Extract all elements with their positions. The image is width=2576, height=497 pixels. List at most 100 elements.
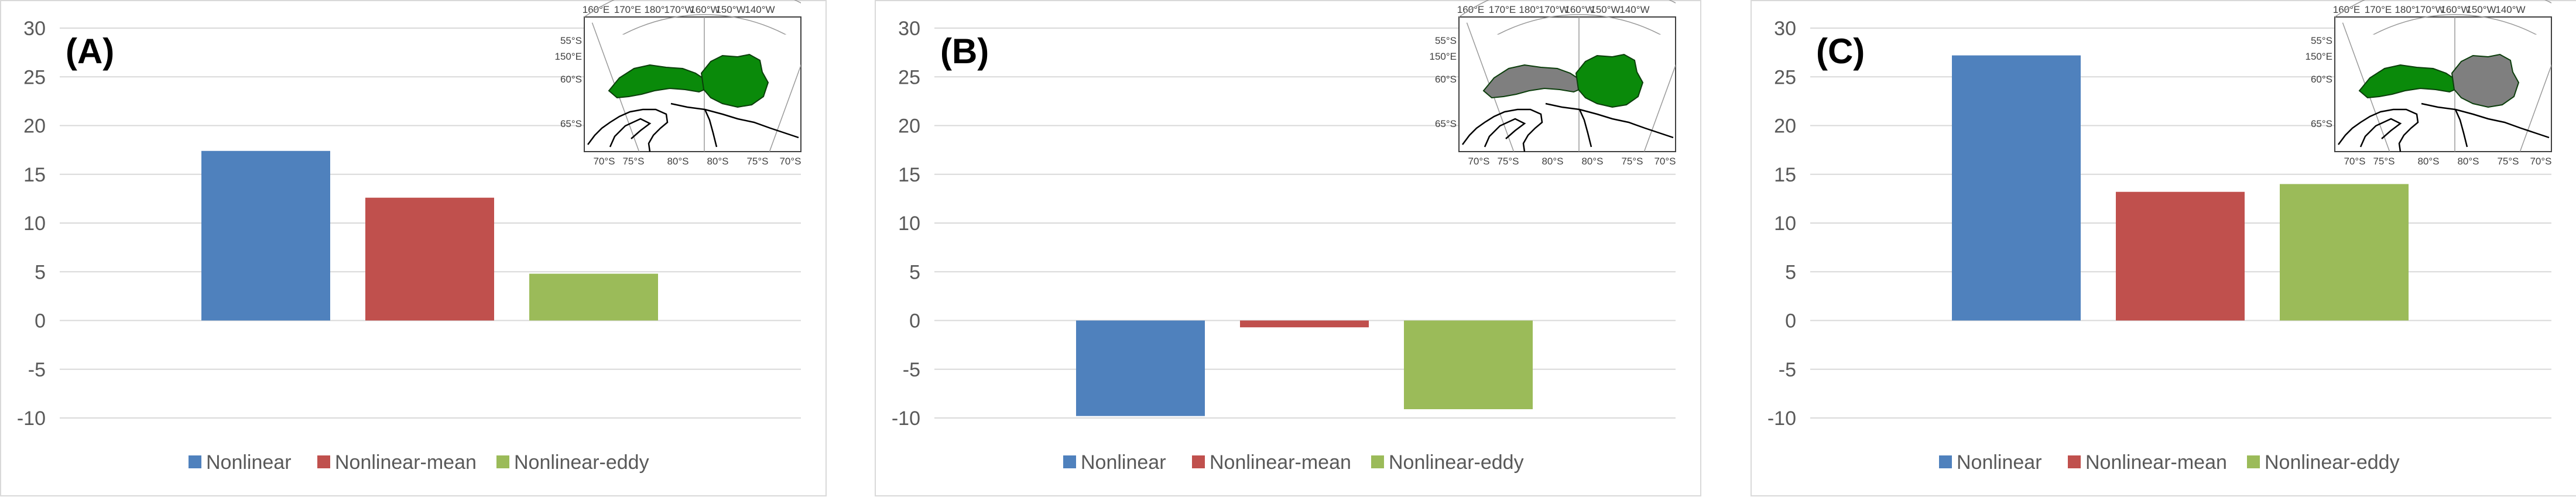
y-tick-label: 25	[898, 66, 920, 88]
map-ice-shelf	[670, 102, 799, 139]
y-tick-label: -10	[17, 407, 46, 430]
map-bottom-label: 75°S	[2373, 156, 2395, 167]
map-latitude-arc	[622, 14, 787, 35]
map-lon-label: 140°W	[2495, 4, 2525, 15]
map-latitude-arc	[1496, 14, 1662, 35]
inset-map: 160°E 170°E 180°170°W160°W150°W140°W55°S15…	[554, 0, 801, 167]
y-tick-label: -5	[903, 359, 920, 381]
y-tick-label: -5	[1779, 359, 1796, 381]
map-bottom-label: 80°S	[2457, 156, 2479, 167]
map-lon-label: 180°	[1519, 4, 1539, 15]
y-tick-label: 15	[23, 164, 46, 186]
map-coastline	[1484, 118, 1526, 148]
map-meridian	[769, 64, 801, 152]
map-region-east	[2451, 53, 2520, 108]
map-lon-label: 170°W	[2414, 4, 2444, 15]
map-bottom-label: 80°S	[2417, 156, 2439, 167]
map-lat-label: 150°E	[1429, 51, 1457, 62]
legend-swatch	[1192, 455, 1205, 468]
map-bottom-label: 70°S	[2530, 156, 2551, 167]
chart-panel-3: -10 -5 0 5 10 15 20 25 30 (C) Nonlinear Nonlinear-m…	[1751, 0, 2576, 496]
map-lon-label: 160°W	[690, 4, 720, 15]
map-region-east	[700, 53, 769, 108]
map-lat-label: 60°S	[2311, 74, 2332, 85]
legend-label: Nonlinear-eddy	[2265, 451, 2400, 474]
map-lon-label: 170°E	[2365, 4, 2392, 15]
map-lat-label: 55°S	[2311, 35, 2332, 46]
y-tick-label: 10	[1774, 212, 1796, 235]
y-tick-label: 5	[1785, 261, 1796, 283]
y-tick-label: -10	[1767, 407, 1796, 430]
legend-swatch	[189, 455, 201, 468]
map-meridian	[1643, 64, 1676, 152]
bar-nonlinear-mean	[2116, 191, 2245, 321]
map-lon-label: 150°W	[715, 4, 745, 15]
y-tick-label: 20	[23, 115, 46, 138]
map-coastline	[587, 108, 669, 152]
bar-nonlinear	[201, 150, 330, 321]
bar-nonlinear	[1076, 320, 1205, 416]
y-tick-label: 25	[1774, 66, 1796, 88]
legend-swatch	[317, 455, 330, 468]
legend-swatch	[1063, 455, 1076, 468]
panel-label: (C)	[1816, 32, 1865, 71]
y-tick-label: 0	[909, 310, 920, 333]
bar-nonlinear-mean	[1240, 320, 1369, 328]
map-bottom-label: 75°S	[1621, 156, 1643, 167]
legend-swatch	[1371, 455, 1384, 468]
map-lat-label: 55°S	[1435, 35, 1457, 46]
legend-label: Nonlinear-eddy	[514, 451, 649, 474]
map-bottom-label: 75°S	[2497, 156, 2519, 167]
map-coastline	[1462, 108, 1543, 152]
y-tick-label: 25	[23, 66, 46, 88]
panel-label: (B)	[940, 32, 989, 71]
map-region-east	[1575, 53, 1644, 108]
legend-swatch	[1939, 455, 1952, 468]
map-lat-label: 65°S	[560, 118, 582, 129]
map-bottom-label: 75°S	[746, 156, 768, 167]
map-meridian	[2342, 22, 2390, 152]
y-tick-label: 30	[898, 18, 920, 40]
y-tick-label: 15	[1774, 164, 1796, 186]
map-bottom-label: 80°S	[1542, 156, 1563, 167]
map-latitude-arc	[2372, 14, 2537, 35]
map-bottom-label: 80°S	[1581, 156, 1603, 167]
chart-panel-1: -10 -5 0 5 10 15 20 25 30 (A) Nonlinear Nonlinear-m…	[0, 0, 827, 496]
legend-swatch	[2247, 455, 2260, 468]
map-lat-label: 65°S	[2311, 118, 2332, 129]
legend-swatch	[2068, 455, 2081, 468]
legend-label: Nonlinear-mean	[2085, 451, 2227, 474]
map-bottom-label: 70°S	[2344, 156, 2365, 167]
panel-label: (A)	[66, 32, 114, 71]
map-coastline	[2359, 118, 2402, 148]
y-tick-label: 0	[35, 310, 46, 333]
map-lat-label: 60°S	[1435, 74, 1457, 85]
map-lon-label: 160°W	[2440, 4, 2470, 15]
bar-nonlinear-mean	[365, 197, 494, 321]
map-lon-label: 160°W	[1564, 4, 1594, 15]
map-lon-label: 150°W	[1590, 4, 1620, 15]
inset-map: 160°E 170°E 180°170°W160°W150°W140°W55°S15…	[1429, 0, 1676, 167]
y-tick-label: 10	[23, 212, 46, 235]
legend-label: Nonlinear	[1081, 451, 1166, 474]
y-tick-label: 30	[1774, 18, 1796, 40]
y-tick-label: 20	[898, 115, 920, 138]
map-lat-label: 65°S	[1435, 118, 1457, 129]
legend-label: Nonlinear	[206, 451, 292, 474]
legend-label: Nonlinear-mean	[335, 451, 477, 474]
map-ice-shelf	[2421, 102, 2550, 139]
map-lon-label: 180°	[2395, 4, 2415, 15]
map-bottom-label: 70°S	[1468, 156, 1489, 167]
map-coastline	[2338, 108, 2419, 152]
map-lon-label: 140°W	[745, 4, 775, 15]
y-tick-label: 5	[35, 261, 46, 283]
y-tick-label: 15	[898, 164, 920, 186]
y-tick-label: -5	[28, 359, 46, 381]
map-lon-label: 170°W	[1539, 4, 1568, 15]
y-tick-label: 10	[898, 212, 920, 235]
y-tick-label: 30	[23, 18, 46, 40]
map-meridian	[591, 22, 640, 152]
map-coastline	[1578, 109, 1592, 148]
map-coastline	[2454, 109, 2468, 148]
legend-swatch	[496, 455, 509, 468]
